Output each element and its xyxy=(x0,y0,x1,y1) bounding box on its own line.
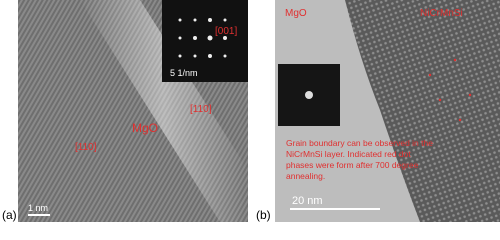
caption-line: Grain boundary can be observed in the xyxy=(286,138,433,148)
scale-bar xyxy=(290,208,380,210)
caption-line: NiCrMnSi layer. Indicated red dot xyxy=(286,149,411,159)
panel-label: (a) xyxy=(2,208,17,222)
caption-line: annealing. xyxy=(286,171,325,181)
annotation: [110] xyxy=(75,142,97,153)
panel-a: 5 1/nm MgO [110] [110] [001] 1 nm (a) xyxy=(2,0,248,222)
interface-band xyxy=(80,0,248,222)
annotation: MgO xyxy=(285,8,307,19)
figure: 5 1/nm MgO [110] [110] [001] 1 nm (a) Mg… xyxy=(2,0,500,222)
annotation: NiCrMnSi xyxy=(420,8,463,19)
annotation: [110] xyxy=(190,104,212,115)
annotation: MgO xyxy=(132,121,158,135)
red-dots xyxy=(428,58,472,122)
panel-label: (b) xyxy=(256,208,271,222)
panel-b: MgO NiCrMnSi Grain boundary can be obser… xyxy=(256,0,500,222)
diffraction-inset xyxy=(162,0,248,82)
diffraction-spots xyxy=(178,18,227,58)
scale-label: 20 nm xyxy=(292,195,323,207)
inset-scale: 5 1/nm xyxy=(170,68,198,78)
annotation: [001] xyxy=(215,26,237,37)
scale-label: 1 nm xyxy=(28,203,48,213)
caption-line: phases were form after 700 degree xyxy=(286,160,419,170)
mgo-region xyxy=(275,0,420,222)
fft-center xyxy=(305,91,313,99)
scale-bar xyxy=(28,214,50,216)
